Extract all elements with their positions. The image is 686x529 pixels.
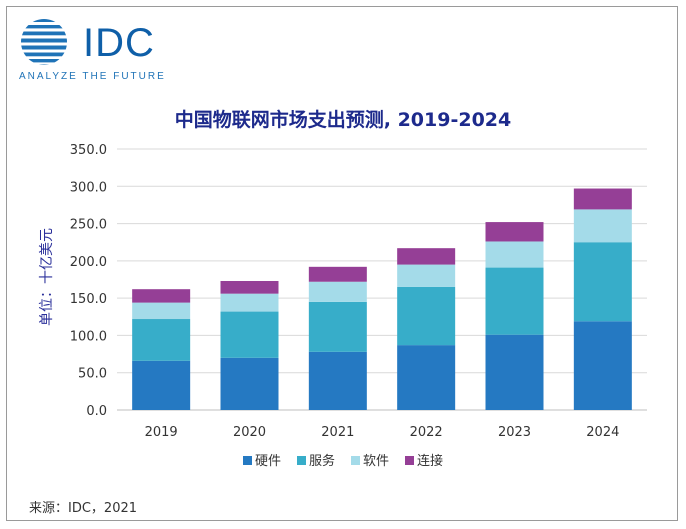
legend-label: 硬件	[255, 454, 281, 469]
bar-segment-2024-软件	[573, 209, 632, 243]
legend: 硬件 服务 软件 连接	[243, 453, 443, 469]
x-tick-label: 2023	[498, 425, 531, 440]
legend-label: 连接	[417, 453, 443, 469]
bar-segment-2022-软件	[397, 264, 456, 287]
figure-frame: IDC ANALYZE THE FUTURE 中国物联网市场支出预测, 2019…	[6, 6, 678, 521]
legend-swatch	[297, 456, 306, 465]
bar-segment-2021-服务	[308, 301, 367, 352]
logo-tagline: ANALYZE THE FUTURE	[19, 71, 166, 82]
idc-logo: IDC ANALYZE THE FUTURE	[17, 17, 187, 87]
y-tick-label: 100.0	[70, 329, 107, 344]
legend-swatch	[243, 456, 252, 465]
bar-segment-2021-硬件	[308, 351, 367, 410]
bar-segment-2019-软件	[132, 302, 191, 320]
x-tick-label: 2019	[145, 425, 178, 440]
bar-segment-2020-连接	[220, 280, 279, 294]
bar-segment-2019-连接	[132, 289, 191, 303]
bar-segment-2021-连接	[308, 266, 367, 282]
chart-title: 中国物联网市场支出预测, 2019-2024	[174, 109, 512, 131]
bars	[132, 188, 632, 410]
y-tick-label: 300.0	[70, 180, 107, 195]
source-note: 来源：IDC，2021	[29, 501, 138, 516]
x-tick-label: 2022	[410, 425, 443, 440]
x-tick-label: 2024	[586, 425, 619, 440]
bar-segment-2023-连接	[485, 222, 544, 242]
bar-segment-2020-软件	[220, 293, 279, 312]
x-tick-label: 2020	[233, 425, 266, 440]
legend-label: 服务	[309, 453, 335, 469]
bar-segment-2024-服务	[573, 242, 632, 322]
stacked-bar-chart: 0.0 50.0 100.0 150.0 200.0 250.0 300.0 350.0 20…	[39, 143, 647, 469]
y-tick-label: 0.0	[86, 404, 107, 419]
legend-label: 软件	[363, 454, 389, 469]
y-tick-label: 250.0	[70, 218, 107, 233]
y-tick-labels: 0.0 50.0 100.0 150.0 200.0 250.0 300.0 350.0	[70, 143, 107, 419]
bar-segment-2020-服务	[220, 311, 279, 358]
bar-segment-2024-连接	[573, 188, 632, 210]
y-tick-label: 50.0	[78, 367, 107, 382]
bar-segment-2020-硬件	[220, 357, 279, 410]
y-axis-label: 单位：十亿美元	[39, 228, 55, 326]
y-tick-label: 350.0	[70, 143, 107, 158]
bar-segment-2023-软件	[485, 241, 544, 268]
bar-segment-2022-服务	[397, 286, 456, 346]
bar-segment-2019-硬件	[132, 360, 191, 410]
x-tick-label: 2021	[321, 425, 354, 440]
bar-segment-2023-服务	[485, 267, 544, 335]
bar-segment-2024-硬件	[573, 321, 632, 410]
idc-globe-icon	[21, 19, 67, 65]
bar-segment-2022-硬件	[397, 345, 456, 410]
x-tick-labels: 2019 2020 2021 2022 2023 2024	[145, 425, 620, 440]
legend-swatch	[405, 456, 414, 465]
y-tick-label: 150.0	[70, 292, 107, 307]
legend-swatch	[351, 456, 360, 465]
bar-segment-2022-连接	[397, 248, 456, 265]
gridlines	[117, 148, 647, 411]
bar-segment-2021-软件	[308, 281, 367, 302]
bar-segment-2023-硬件	[485, 334, 544, 410]
logo-wordmark: IDC	[83, 21, 155, 65]
bar-segment-2019-服务	[132, 319, 191, 361]
y-tick-label: 200.0	[70, 255, 107, 270]
